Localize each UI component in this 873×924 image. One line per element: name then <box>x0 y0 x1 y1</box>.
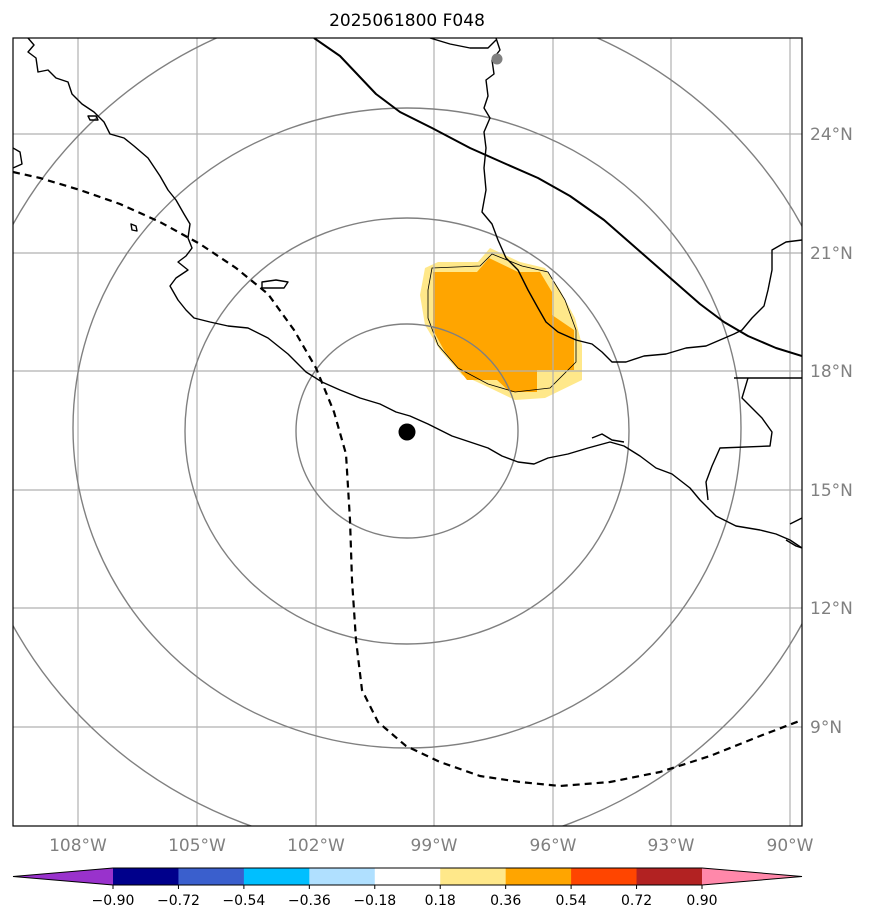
lon-label-99: 99°W <box>411 836 458 856</box>
border-texas <box>429 38 497 49</box>
contour-outline <box>427 253 577 393</box>
island-3 <box>87 115 99 121</box>
lon-label-108: 108°W <box>49 836 107 856</box>
lat-label-9: 9°N <box>810 718 842 738</box>
colorbar-segment <box>374 868 441 885</box>
colorbar-label: 0.54 <box>556 893 587 909</box>
lat-label-15: 15°N <box>810 481 853 501</box>
center-marker <box>398 423 416 441</box>
colorbar-segment <box>243 868 310 885</box>
colorbar-label: 0.18 <box>425 893 456 909</box>
lon-labels: 108°W 105°W 102°W 99°W 96°W 93°W 90°W <box>49 836 814 856</box>
lon-label-105: 105°W <box>168 836 226 856</box>
colorbar-segment <box>440 868 507 885</box>
lat-label-12: 12°N <box>810 599 853 619</box>
island-2 <box>261 279 289 289</box>
colorbar-segment <box>309 868 376 885</box>
lat-labels: 24°N 21°N 18°N 15°N 12°N 9°N <box>810 125 853 738</box>
range-ring-3 <box>72 107 742 749</box>
island-1 <box>130 223 138 232</box>
coastline-east <box>785 517 802 549</box>
colorbar-label: −0.72 <box>157 893 200 909</box>
colorbar-label: −0.36 <box>288 893 331 909</box>
colorbar-extend-high <box>702 868 802 885</box>
colorbar-segment <box>113 868 179 885</box>
map-frame <box>12 37 803 827</box>
coastline-gulf <box>481 38 802 363</box>
lat-label-24: 24°N <box>810 125 853 145</box>
shaded-region <box>420 248 582 400</box>
colorbar-label: −0.18 <box>353 893 396 909</box>
lon-label-90: 90°W <box>767 836 814 856</box>
lat-label-18: 18°N <box>810 362 853 382</box>
colorbar-segment <box>178 868 245 885</box>
lon-label-93: 93°W <box>648 836 695 856</box>
colorbar-label: 0.36 <box>490 893 521 909</box>
colorbar-extend-low <box>13 868 113 885</box>
colorbar-label: −0.54 <box>222 893 265 909</box>
colorbar: −0.90 −0.72 −0.54 −0.36 −0.18 0.18 0.36 0.54 0.7… <box>12 867 803 909</box>
colorbar-segment <box>636 868 703 885</box>
range-ring-2 <box>184 217 630 645</box>
lon-label-96: 96°W <box>530 836 577 856</box>
secondary-marker <box>491 53 503 65</box>
range-ring-1 <box>295 323 519 539</box>
map-title: 2025061800 F048 <box>329 11 485 31</box>
coastlines <box>13 38 802 549</box>
shade-orange <box>433 258 574 392</box>
colorbar-label: 0.90 <box>686 893 717 909</box>
colorbar-label: 0.72 <box>621 893 652 909</box>
map-area <box>13 38 802 826</box>
coastline-pacific <box>27 38 802 549</box>
border-us-mexico <box>313 38 802 357</box>
colorbar-segment <box>571 868 638 885</box>
gridlines <box>13 38 802 826</box>
coastline-baja <box>13 147 23 169</box>
small-coast-feature <box>591 433 625 443</box>
range-rings <box>13 38 802 826</box>
lat-label-21: 21°N <box>810 244 853 264</box>
coastline-yucatan <box>705 377 802 501</box>
track-line <box>13 170 802 788</box>
lon-label-102: 102°W <box>287 836 345 856</box>
colorbar-segment <box>505 868 572 885</box>
colorbar-label: −0.90 <box>92 893 135 909</box>
